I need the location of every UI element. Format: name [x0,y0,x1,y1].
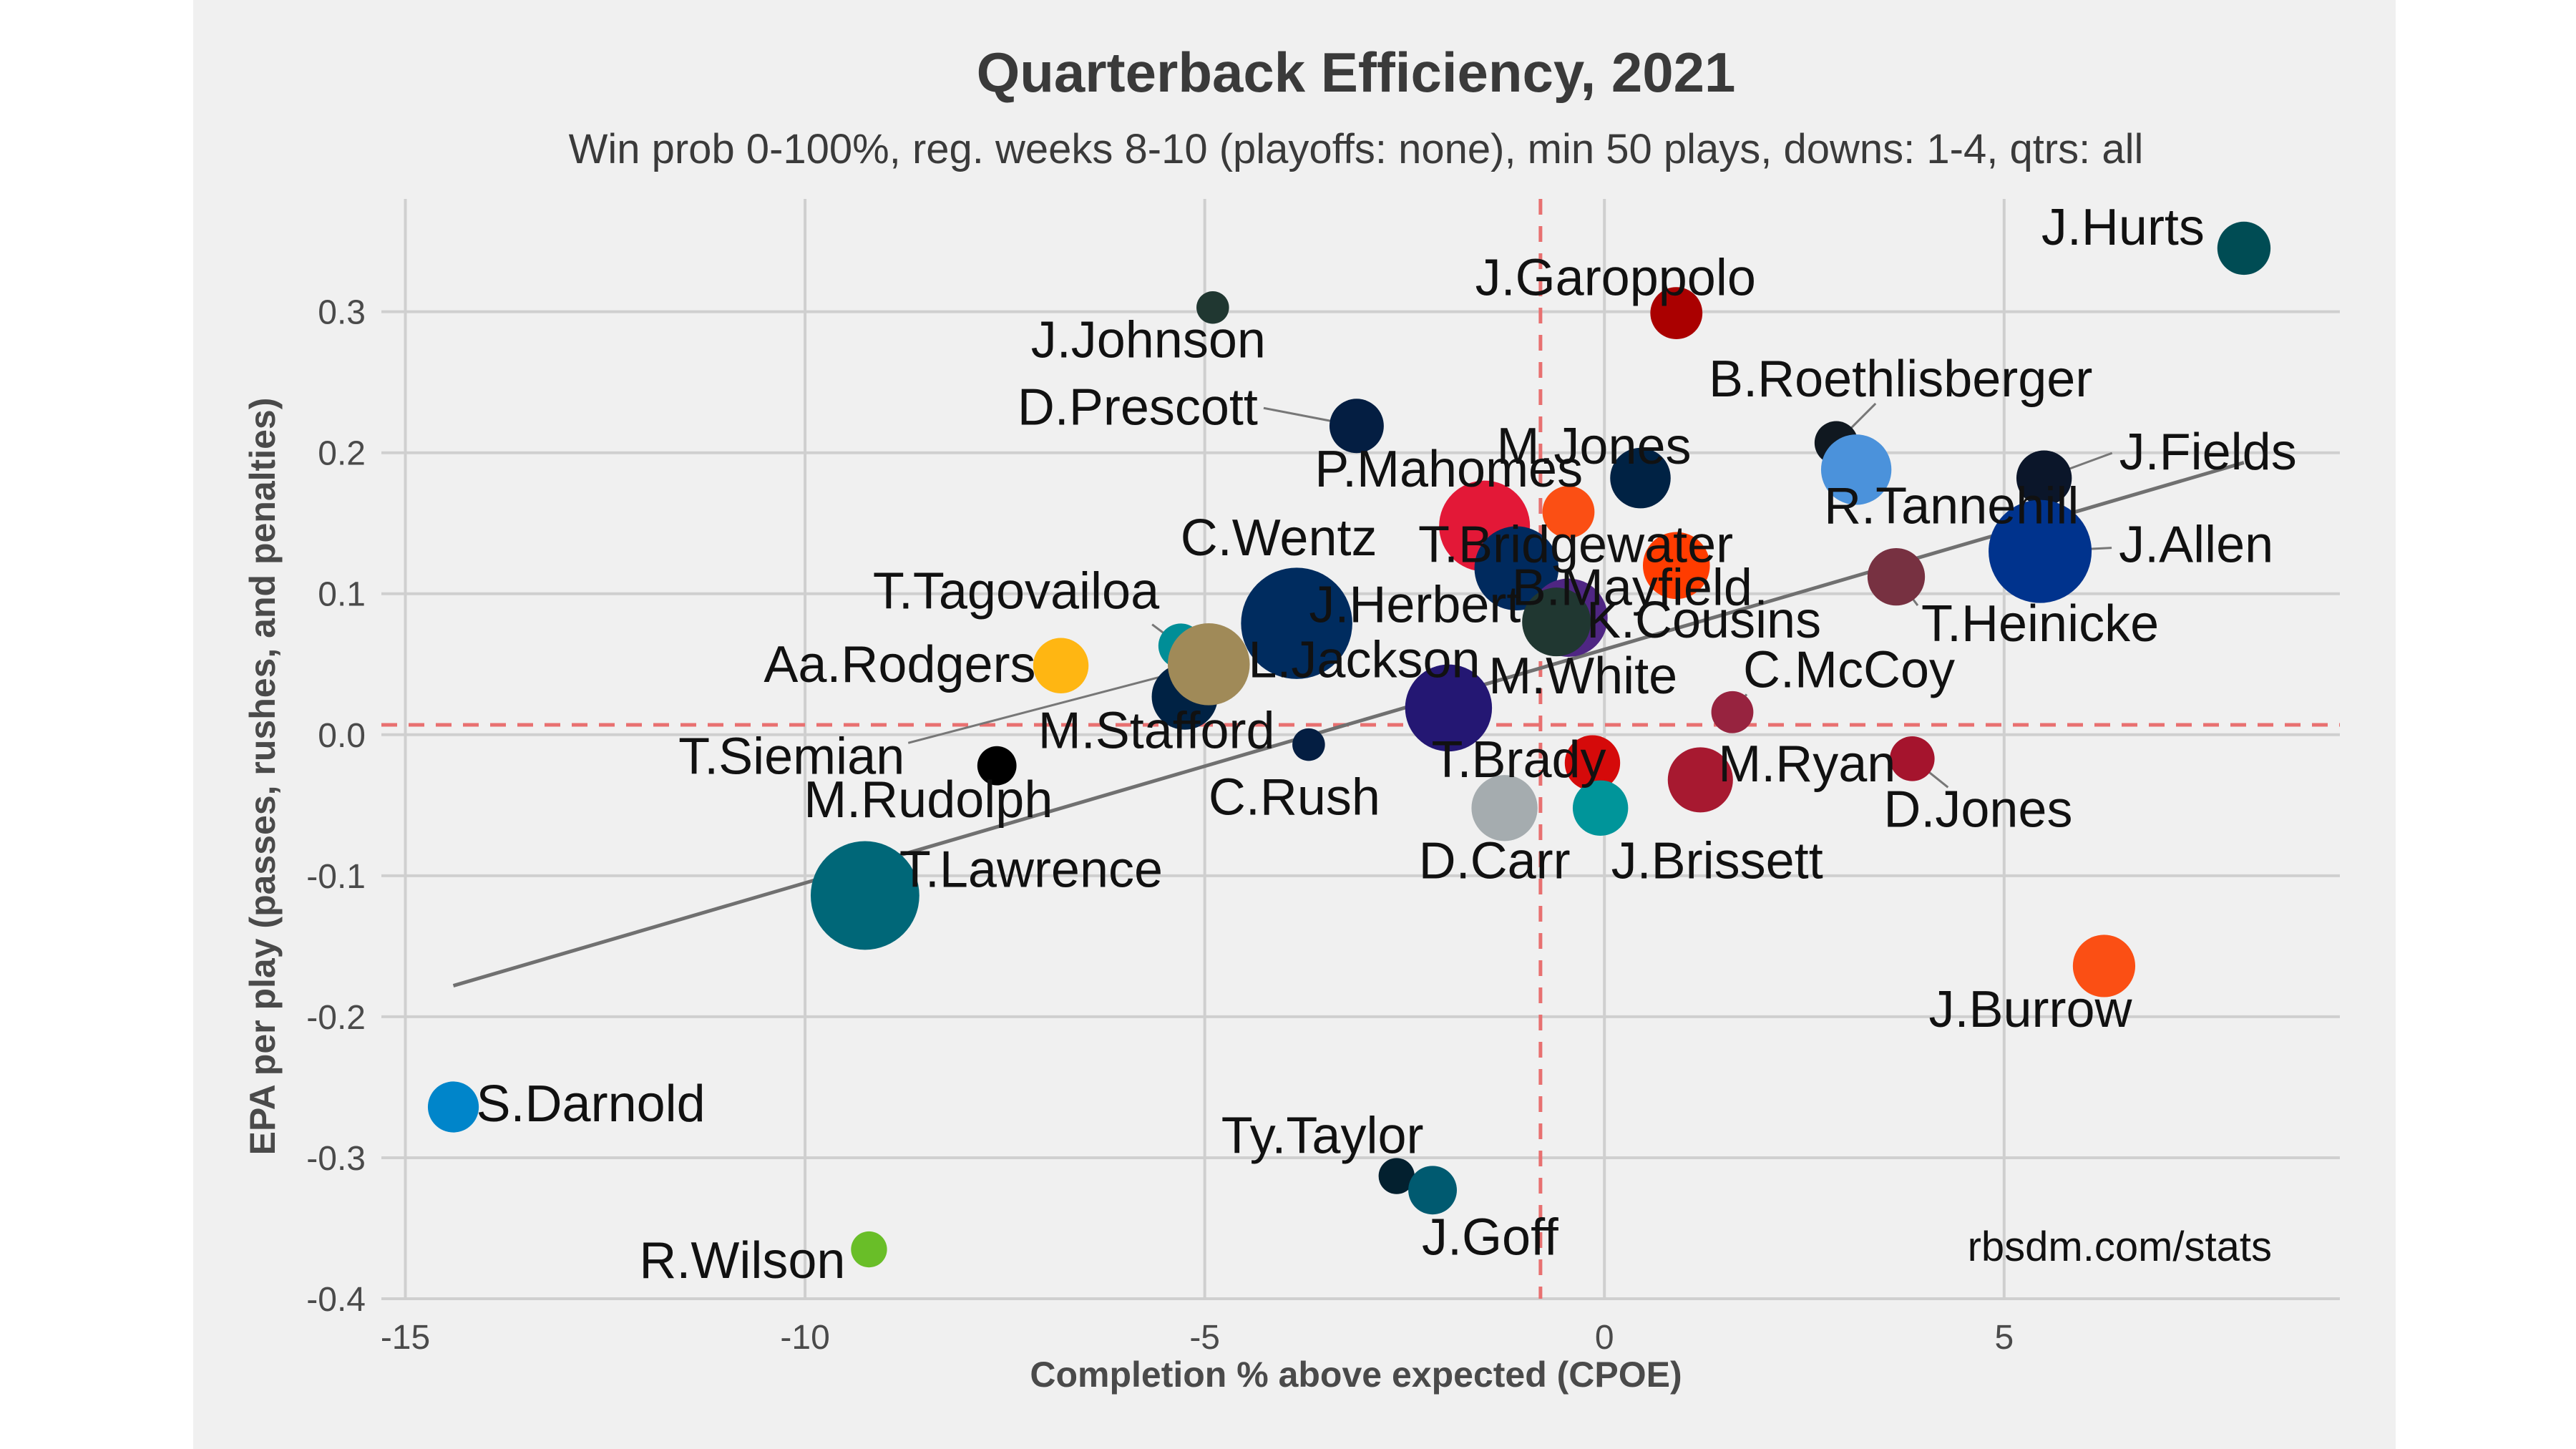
data-points [427,221,2271,1268]
label-d-prescott: D.Prescott [1018,379,1258,436]
point-d-carr [1471,775,1538,841]
label-m-ryan: M.Ryan [1718,736,1896,793]
label-d-jones: D.Jones [1883,781,2072,838]
trend-line-layer [452,461,2245,987]
label-l-jackson: L.Jackson [1248,631,1480,688]
label-t-tagovailoa: T.Tagovailoa [873,563,1160,620]
point-t-bridgewater [1542,486,1595,538]
label-m-rudolph: M.Rudolph [804,771,1053,829]
point-m-white [1522,587,1591,657]
point-m-rudolph [977,746,1017,786]
label-c-rush: C.Rush [1209,769,1380,826]
point-t-heinicke [1867,547,1926,606]
label-t-siemian: T.Siemian [678,728,904,785]
label-m-stafford: M.Stafford [1038,703,1275,760]
y-tick-label: -0.3 [306,1140,366,1178]
point-j-brissett [1572,780,1629,836]
y-tick-label: 0.1 [318,576,366,614]
point-j-burrow [2072,935,2136,997]
x-tick-label: -5 [1189,1319,1220,1357]
point-j-hurts [2217,221,2271,275]
label-t-bridgewater: T.Bridgewater [1418,516,1733,573]
label-j-herbert: J.Herbert [1309,576,1521,633]
reference-lines [381,199,2340,1299]
point-j-allen [1989,499,2092,603]
x-tick-label: -15 [381,1319,430,1357]
x-tick-label: 0 [1595,1319,1614,1357]
label-t-brady: T.Brady [1431,731,1606,789]
y-tick-label: 0.0 [318,717,366,755]
y-tick-label: -0.1 [306,858,366,896]
label-j-allen: J.Allen [2119,517,2273,574]
point-j-goff [1408,1166,1457,1215]
y-tick-label: 0.2 [318,435,366,473]
chart-credit: rbsdm.com/stats [1968,1224,2272,1270]
label-k-cousins: K.Cousins [1586,592,1821,649]
x-axis-title: Completion % above expected (CPOE) [1030,1355,1682,1395]
label-j-fields: J.Fields [2119,424,2297,481]
label-aa-rodgers: Aa.Rodgers [763,636,1035,693]
y-axis-title: EPA per play (passes, rushes, and penalt… [243,398,283,1156]
label-m-white: M.White [1488,648,1677,705]
chart-title: Quarterback Efficiency, 2021 [977,41,1736,104]
point-j-herbert [1474,526,1559,611]
point-c-mccoy [1711,691,1754,733]
point-b-mayfield [1642,532,1710,600]
trend-line [452,461,2245,987]
label-c-wentz: C.Wentz [1181,509,1377,567]
point-labels: J.Hurts J.Garoppolo J.Johnson D.Prescott B.R… [477,199,2297,1289]
label-c-mccoy: C.McCoy [1743,641,1955,698]
point-c-wentz [1241,567,1352,679]
point-r-tannehill [1820,434,1892,505]
label-j-garoppolo: J.Garoppolo [1475,250,1756,307]
point-d-jones [1890,736,1935,781]
point-j-johnson [1196,291,1229,324]
label-t-lawrence: T.Lawrence [899,841,1163,898]
label-s-darnold: S.Darnold [477,1075,706,1133]
point-m-jones [1610,447,1671,509]
label-b-roethlisberger: B.Roethlisberger [1709,351,2092,408]
label-b-mayfield: B.Mayfield [1512,559,1752,616]
label-m-jones: M.Jones [1496,418,1691,475]
point-ty-taylor [1378,1158,1415,1194]
point-t-siemian [1167,623,1250,706]
point-m-ryan [1667,747,1733,813]
y-tick-label: -0.2 [306,999,366,1037]
point-j-fields [2016,450,2072,506]
label-r-wilson: R.Wilson [639,1232,845,1289]
point-r-wilson [851,1231,887,1268]
point-aa-rodgers [1033,638,1089,693]
point-l-jackson [1405,664,1493,752]
chart-subtitle: Win prob 0-100%, reg. weeks 8-10 (playof… [569,126,2144,172]
label-j-johnson: J.Johnson [1031,312,1266,369]
point-s-darnold [427,1081,479,1133]
axis-ticks: -15 -10 -5 0 5 -0.4 -0.3 -0.2 -0.1 0.0 0.1 0.2 0.3 [306,294,2014,1357]
label-p-mahomes: P.Mahomes [1314,441,1583,498]
label-j-hurts: J.Hurts [2041,199,2205,256]
label-d-carr: D.Carr [1419,832,1571,889]
point-d-prescott [1329,399,1384,454]
point-t-brady [1564,735,1621,791]
label-j-goff: J.Goff [1422,1209,1559,1266]
x-tick-label: -10 [780,1319,829,1357]
point-t-lawrence [810,841,919,950]
x-tick-label: 5 [1994,1319,2014,1357]
label-ty-taylor: Ty.Taylor [1221,1108,1424,1165]
label-t-heinicke: T.Heinicke [1921,595,2159,653]
point-c-rush [1292,728,1325,761]
label-j-brissett: J.Brissett [1611,832,1823,889]
point-j-garoppolo [1650,287,1703,340]
label-j-burrow: J.Burrow [1928,981,2132,1038]
y-tick-label: -0.4 [306,1281,366,1319]
label-r-tannehill: R.Tannehill [1824,477,2079,535]
y-tick-label: 0.3 [318,294,366,332]
